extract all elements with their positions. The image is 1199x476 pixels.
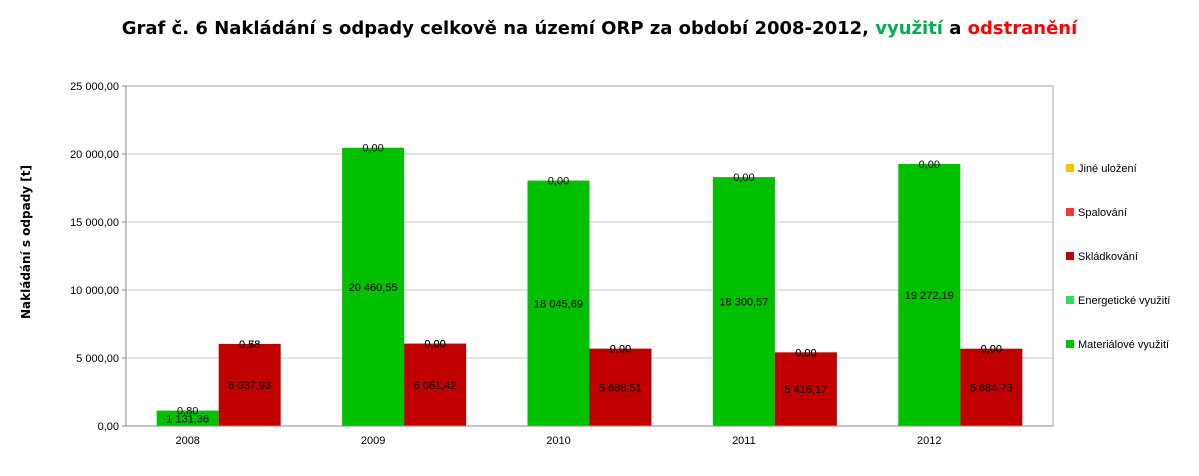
data-labels: 1 131,360,80 6 037,93 0,780,58 20 460,55 0,0…	[166, 143, 1012, 426]
data-label: 0,00	[424, 339, 445, 351]
y-tick-label: 10 000,00	[70, 285, 119, 297]
bar	[774, 352, 837, 426]
data-label: 0,00	[362, 143, 383, 155]
legend-swatch	[1066, 164, 1074, 172]
bar	[156, 410, 219, 426]
data-label: 5 684,73	[970, 382, 1013, 394]
data-label: 0,80	[177, 406, 198, 418]
x-tick-label: 2009	[361, 435, 385, 447]
chart-title-highlight-odstraneni: odstranění	[967, 18, 1078, 39]
legend-swatch	[1066, 340, 1074, 348]
data-label: 0,78	[239, 339, 260, 351]
x-tick-label: 2010	[546, 435, 570, 447]
y-tick-label: 15 000,00	[70, 217, 119, 229]
legend-label: Energetické využití	[1078, 295, 1170, 307]
data-label: 0,00	[981, 344, 1002, 356]
y-axis-title: Nakládání s odpady [t]	[19, 165, 33, 319]
bar	[527, 180, 590, 426]
data-label: 18 045,69	[534, 298, 583, 310]
data-label: 0,00	[733, 172, 754, 184]
bars	[156, 147, 1023, 427]
data-label: 5 416,17	[784, 384, 827, 396]
legend-swatch	[1066, 296, 1074, 304]
y-tick-label: 5 000,00	[76, 353, 119, 365]
data-label: 0,00	[919, 159, 940, 171]
chart-title: Graf č. 6 Nakládání s odpady celkově na …	[0, 18, 1199, 39]
x-tick-label: 2011	[732, 435, 756, 447]
data-label: 0,00	[795, 347, 816, 359]
legend-label: Spalování	[1078, 207, 1127, 219]
legend-swatch	[1066, 252, 1074, 260]
chart-title-main: Graf č. 6 Nakládání s odpady celkově na …	[121, 18, 876, 39]
axes: 0,00 5 000,00 10 000,00 15 000,00 20 000,00 2…	[70, 81, 1053, 447]
data-label: 1 131,36	[166, 413, 209, 425]
y-tick-label: 0,00	[98, 421, 119, 433]
data-label: 19 272,19	[905, 290, 954, 302]
data-label: 0,00	[981, 344, 1002, 356]
data-label: 0,58	[239, 339, 260, 351]
chart-title-connector: a	[942, 18, 968, 39]
legend: Jiné uložení Spalování Skládkování Energeti…	[1066, 163, 1170, 351]
x-tick-label: 2008	[175, 435, 199, 447]
data-label: 18 300,57	[719, 297, 768, 309]
data-label: 0,00	[610, 344, 631, 356]
data-label: 0,00	[424, 339, 445, 351]
y-tick-label: 20 000,00	[70, 149, 119, 161]
y-tick-label: 25 000,00	[70, 81, 119, 93]
bar	[404, 343, 467, 426]
data-label: 6 037,93	[228, 380, 271, 392]
x-tick-label: 2012	[917, 435, 941, 447]
legend-label: Materiálové využití	[1078, 339, 1169, 351]
data-label: 0,00	[610, 344, 631, 356]
legend-label: Jiné uložení	[1078, 163, 1137, 175]
data-label: 0,00	[548, 176, 569, 188]
bar	[960, 348, 1023, 426]
bar	[589, 348, 652, 426]
data-label: 6 061,42	[414, 380, 457, 392]
chart-title-highlight-vyuziti: využití	[875, 18, 943, 39]
data-label: 0,00	[795, 347, 816, 359]
legend-swatch	[1066, 208, 1074, 216]
legend-label: Skládkování	[1078, 251, 1138, 263]
bar	[712, 177, 775, 426]
bar	[218, 343, 281, 426]
data-label: 20 460,55	[349, 282, 398, 294]
bar	[342, 147, 405, 427]
data-label: 5 688,51	[599, 382, 642, 394]
bar	[898, 163, 961, 427]
